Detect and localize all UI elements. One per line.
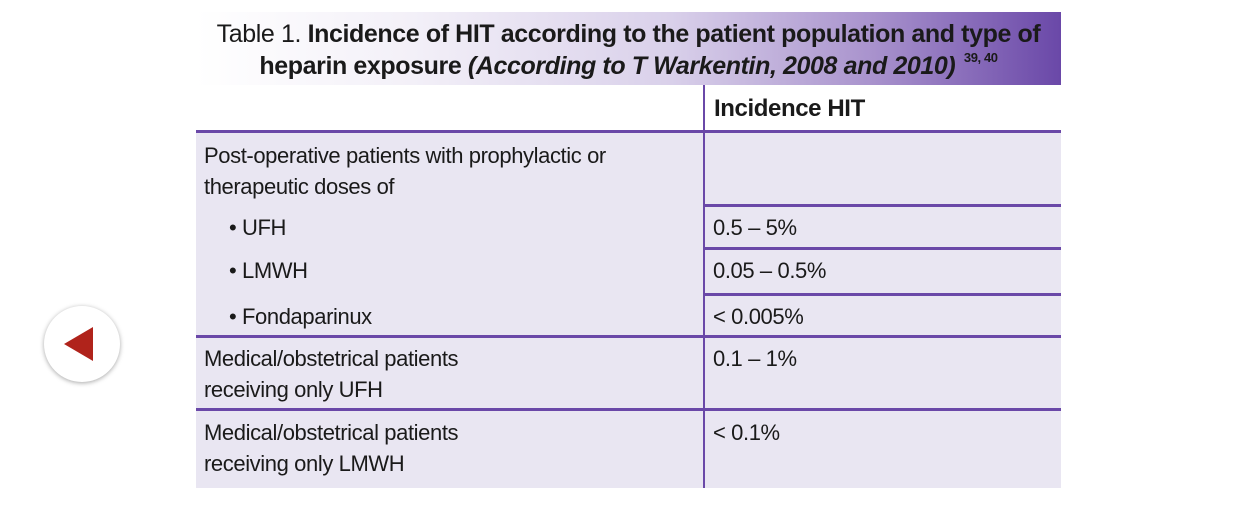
table-title: Table 1. Incidence of HIT according to t… [196,18,1061,82]
title-line-1: Table 1. Incidence of HIT according to t… [196,18,1061,50]
header-cell-incidence [705,85,1061,131]
table-row-value-medical-ufh: 0.1 – 1% [713,346,797,371]
postop-label-line-2: therapeutic doses of [204,174,395,199]
row-divider [196,335,1061,338]
column-divider [703,85,705,488]
title-line-2: heparin exposure (According to T Warkent… [196,50,1061,82]
row-divider [705,293,1061,296]
row-divider [705,204,1061,207]
back-button[interactable] [44,306,120,382]
medical-ufh-line-2: receiving only UFH [204,377,383,402]
medical-ufh-line-1: Medical/obstetrical patients [204,346,459,371]
table-row-value-fondaparinux: < 0.005% [713,304,804,329]
table-row-label-lmwh: • LMWH [229,258,308,283]
row-divider [705,247,1061,250]
postop-label-line-1: Post-operative patients with prophylacti… [204,143,606,168]
table-row-value-lmwh: 0.05 – 0.5% [713,258,827,283]
table-row-label-medical-ufh: Medical/obstetrical patients receiving o… [204,343,459,405]
medical-lmwh-line-1: Medical/obstetrical patients [204,420,459,445]
table-row-label-medical-lmwh: Medical/obstetrical patients receiving o… [204,417,459,479]
table-title-band: Table 1. Incidence of HIT according to t… [196,12,1061,85]
table-row-value-ufh: 0.5 – 5% [713,215,797,240]
title-bold-line-1: Incidence of HIT according to the patien… [307,20,1041,48]
title-references: 39, 40 [963,50,998,65]
medical-lmwh-line-2: receiving only LMWH [204,451,405,476]
title-citation: (According to T Warkentin, 2008 and 2010… [467,52,956,80]
title-bold-line-2: heparin exposure [259,52,462,80]
postop-label: Post-operative patients with prophylacti… [204,140,606,202]
table-row-label-ufh: • UFH [229,215,287,240]
table-row-label-fondaparinux: • Fondaparinux [229,304,372,329]
row-divider [196,408,1061,411]
header-incidence-label: Incidence HIT [714,95,865,122]
title-prefix: Table 1. [216,20,302,48]
incidence-table: Incidence HIT Post-operative patients wi… [196,85,1061,488]
triangle-left-icon [64,327,93,361]
table-row-value-medical-lmwh: < 0.1% [713,420,780,445]
header-empty-cell [196,85,703,131]
row-divider [196,130,1061,133]
